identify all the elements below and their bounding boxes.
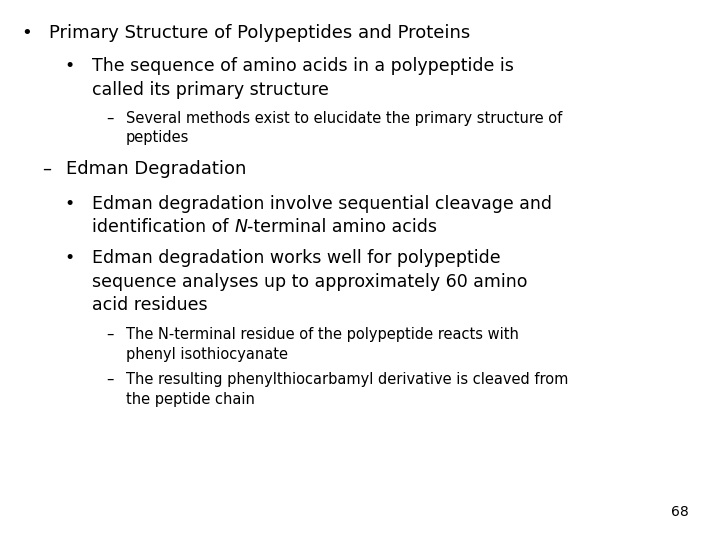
Text: •: • bbox=[65, 195, 75, 213]
Text: The resulting phenylthiocarbamyl derivative is cleaved from: The resulting phenylthiocarbamyl derivat… bbox=[126, 372, 568, 387]
Text: •: • bbox=[65, 57, 75, 75]
Text: called its primary structure: called its primary structure bbox=[92, 81, 329, 99]
Text: •: • bbox=[22, 24, 32, 42]
Text: Edman degradation involve sequential cleavage and: Edman degradation involve sequential cle… bbox=[92, 195, 552, 213]
Text: the peptide chain: the peptide chain bbox=[126, 392, 255, 407]
Text: Primary Structure of Polypeptides and Proteins: Primary Structure of Polypeptides and Pr… bbox=[49, 24, 470, 42]
Text: identification of: identification of bbox=[92, 218, 234, 237]
Text: 68: 68 bbox=[670, 505, 688, 519]
Text: acid residues: acid residues bbox=[92, 296, 208, 314]
Text: Edman degradation works well for polypeptide: Edman degradation works well for polypep… bbox=[92, 249, 501, 267]
Text: -terminal amino acids: -terminal amino acids bbox=[247, 218, 437, 237]
Text: Edman Degradation: Edman Degradation bbox=[66, 160, 247, 178]
Text: peptides: peptides bbox=[126, 130, 189, 145]
Text: –: – bbox=[107, 372, 114, 387]
Text: The N-terminal residue of the polypeptide reacts with: The N-terminal residue of the polypeptid… bbox=[126, 327, 519, 342]
Text: •: • bbox=[65, 249, 75, 267]
Text: phenyl isothiocyanate: phenyl isothiocyanate bbox=[126, 347, 288, 362]
Text: sequence analyses up to approximately 60 amino: sequence analyses up to approximately 60… bbox=[92, 273, 528, 291]
Text: –: – bbox=[42, 160, 50, 178]
Text: The sequence of amino acids in a polypeptide is: The sequence of amino acids in a polypep… bbox=[92, 57, 514, 75]
Text: –: – bbox=[107, 111, 114, 126]
Text: Several methods exist to elucidate the primary structure of: Several methods exist to elucidate the p… bbox=[126, 111, 562, 126]
Text: –: – bbox=[107, 327, 114, 342]
Text: N: N bbox=[234, 218, 247, 237]
